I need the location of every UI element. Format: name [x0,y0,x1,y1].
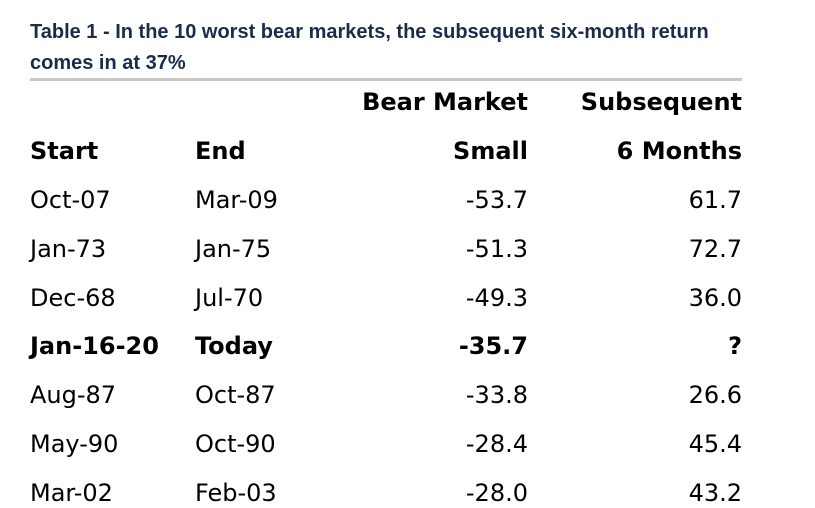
cell-end: Mar-09 [195,186,278,214]
cell-bear-market-small: -49.3 [465,284,528,312]
cell-bear-market-small: -28.4 [465,430,528,458]
header-bear-market-line2: Small [453,137,528,165]
cell-subsequent-6-months: ? [728,332,742,360]
cell-bear-market-small: -28.0 [465,479,528,507]
cell-end: Oct-87 [195,381,276,409]
header-subsequent-line2: 6 Months [616,137,742,165]
cell-bear-market-small: -33.8 [465,381,528,409]
cell-bear-market-small: -53.7 [465,186,528,214]
cell-start: Dec-68 [30,284,116,312]
cell-end: Jul-70 [195,284,264,312]
cell-subsequent-6-months: 26.6 [688,381,742,409]
header-end: End [195,137,246,165]
cell-bear-market-small: -35.7 [458,332,528,360]
cell-subsequent-6-months: 36.0 [688,284,742,312]
header-bear-market-line1: Bear Market [362,88,528,116]
cell-end: Feb-03 [195,479,277,507]
cell-subsequent-6-months: 43.2 [688,479,742,507]
cell-subsequent-6-months: 61.7 [688,186,742,214]
cell-end: Oct-90 [195,430,276,458]
cell-start: Jan-16-20 [30,332,159,360]
cell-subsequent-6-months: 45.4 [688,430,742,458]
cell-bear-market-small: -51.3 [465,235,528,263]
header-start: Start [30,137,99,165]
cell-end: Today [195,332,273,360]
cell-subsequent-6-months: 72.7 [688,235,742,263]
table-title: Table 1 - In the 10 worst bear markets, … [30,21,709,74]
header-subsequent-line1: Subsequent [580,88,742,116]
cell-start: Jan-73 [30,235,107,263]
cell-end: Jan-75 [195,235,272,263]
cell-start: Mar-02 [30,479,113,507]
title-divider [30,78,742,81]
cell-start: Oct-07 [30,186,111,214]
cell-start: Aug-87 [30,381,117,409]
cell-start: May-90 [30,430,119,458]
